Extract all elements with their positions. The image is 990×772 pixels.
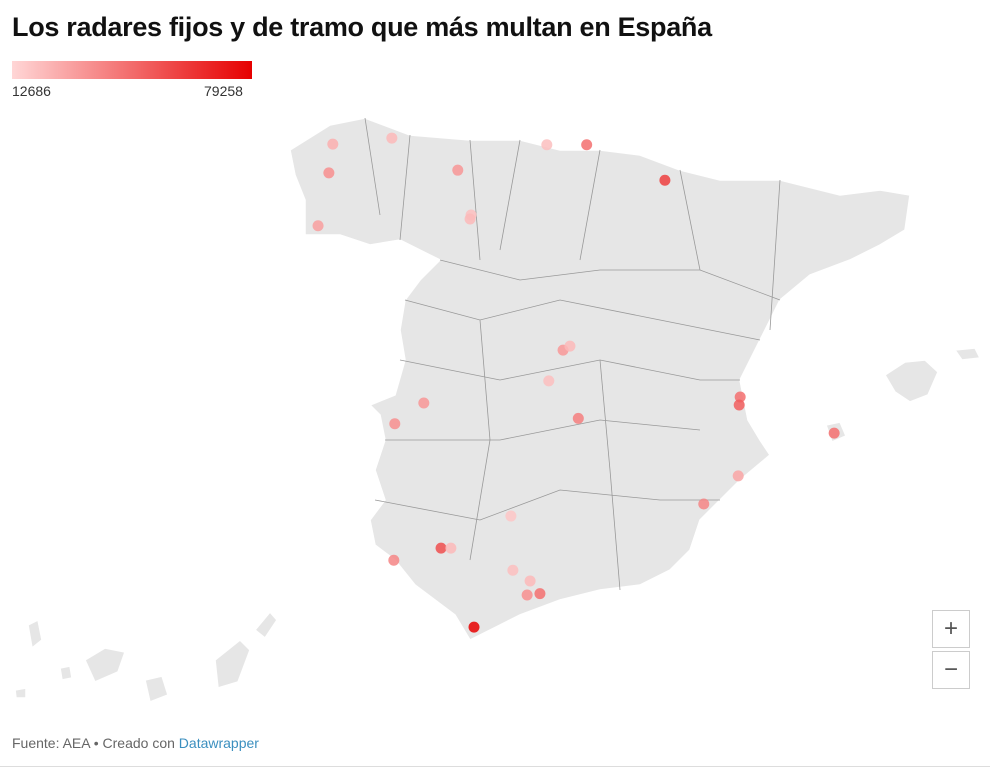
radar-marker[interactable] bbox=[389, 418, 401, 430]
radar-marker[interactable] bbox=[564, 340, 576, 352]
radar-marker[interactable] bbox=[418, 397, 430, 409]
markers bbox=[312, 132, 840, 633]
footer: Fuente: AEA • Creado con Datawrapper bbox=[12, 735, 259, 751]
radar-marker[interactable] bbox=[733, 399, 745, 411]
radar-marker[interactable] bbox=[659, 174, 671, 186]
zoom-in-button[interactable]: + bbox=[932, 610, 970, 648]
radar-marker[interactable] bbox=[505, 510, 517, 522]
radar-marker[interactable] bbox=[521, 589, 533, 601]
legend-min: 12686 bbox=[12, 83, 51, 99]
legend-max: 79258 bbox=[204, 83, 243, 99]
title: Los radares fijos y de tramo que más mul… bbox=[12, 12, 712, 42]
footer-rule bbox=[0, 766, 990, 767]
radar-marker[interactable] bbox=[464, 213, 476, 225]
radar-marker[interactable] bbox=[452, 164, 464, 176]
radar-marker[interactable] bbox=[581, 139, 593, 151]
radar-marker[interactable] bbox=[541, 139, 553, 151]
radar-marker[interactable] bbox=[543, 375, 555, 387]
radar-marker[interactable] bbox=[386, 132, 398, 144]
zoom-out-button[interactable]: − bbox=[932, 651, 970, 689]
radar-marker[interactable] bbox=[734, 391, 746, 403]
radar-marker[interactable] bbox=[468, 621, 480, 633]
radar-marker[interactable] bbox=[445, 542, 457, 554]
radar-marker[interactable] bbox=[327, 138, 339, 150]
footer-text: Fuente: AEA • Creado con bbox=[12, 735, 175, 751]
radar-marker[interactable] bbox=[534, 588, 546, 600]
radar-marker[interactable] bbox=[507, 564, 519, 576]
radar-marker[interactable] bbox=[698, 498, 710, 510]
footer-link[interactable]: Datawrapper bbox=[178, 735, 259, 751]
map bbox=[14, 117, 982, 704]
legend-gradient bbox=[12, 61, 252, 79]
radar-marker[interactable] bbox=[828, 427, 840, 439]
radar-marker[interactable] bbox=[732, 470, 744, 482]
region-borders bbox=[364, 117, 781, 591]
radar-marker[interactable] bbox=[388, 554, 400, 566]
radar-marker[interactable] bbox=[435, 542, 447, 554]
radar-marker[interactable] bbox=[524, 575, 536, 587]
radar-marker[interactable] bbox=[323, 167, 335, 179]
land bbox=[14, 117, 982, 704]
radar-marker[interactable] bbox=[312, 220, 324, 232]
radar-marker[interactable] bbox=[572, 412, 584, 424]
